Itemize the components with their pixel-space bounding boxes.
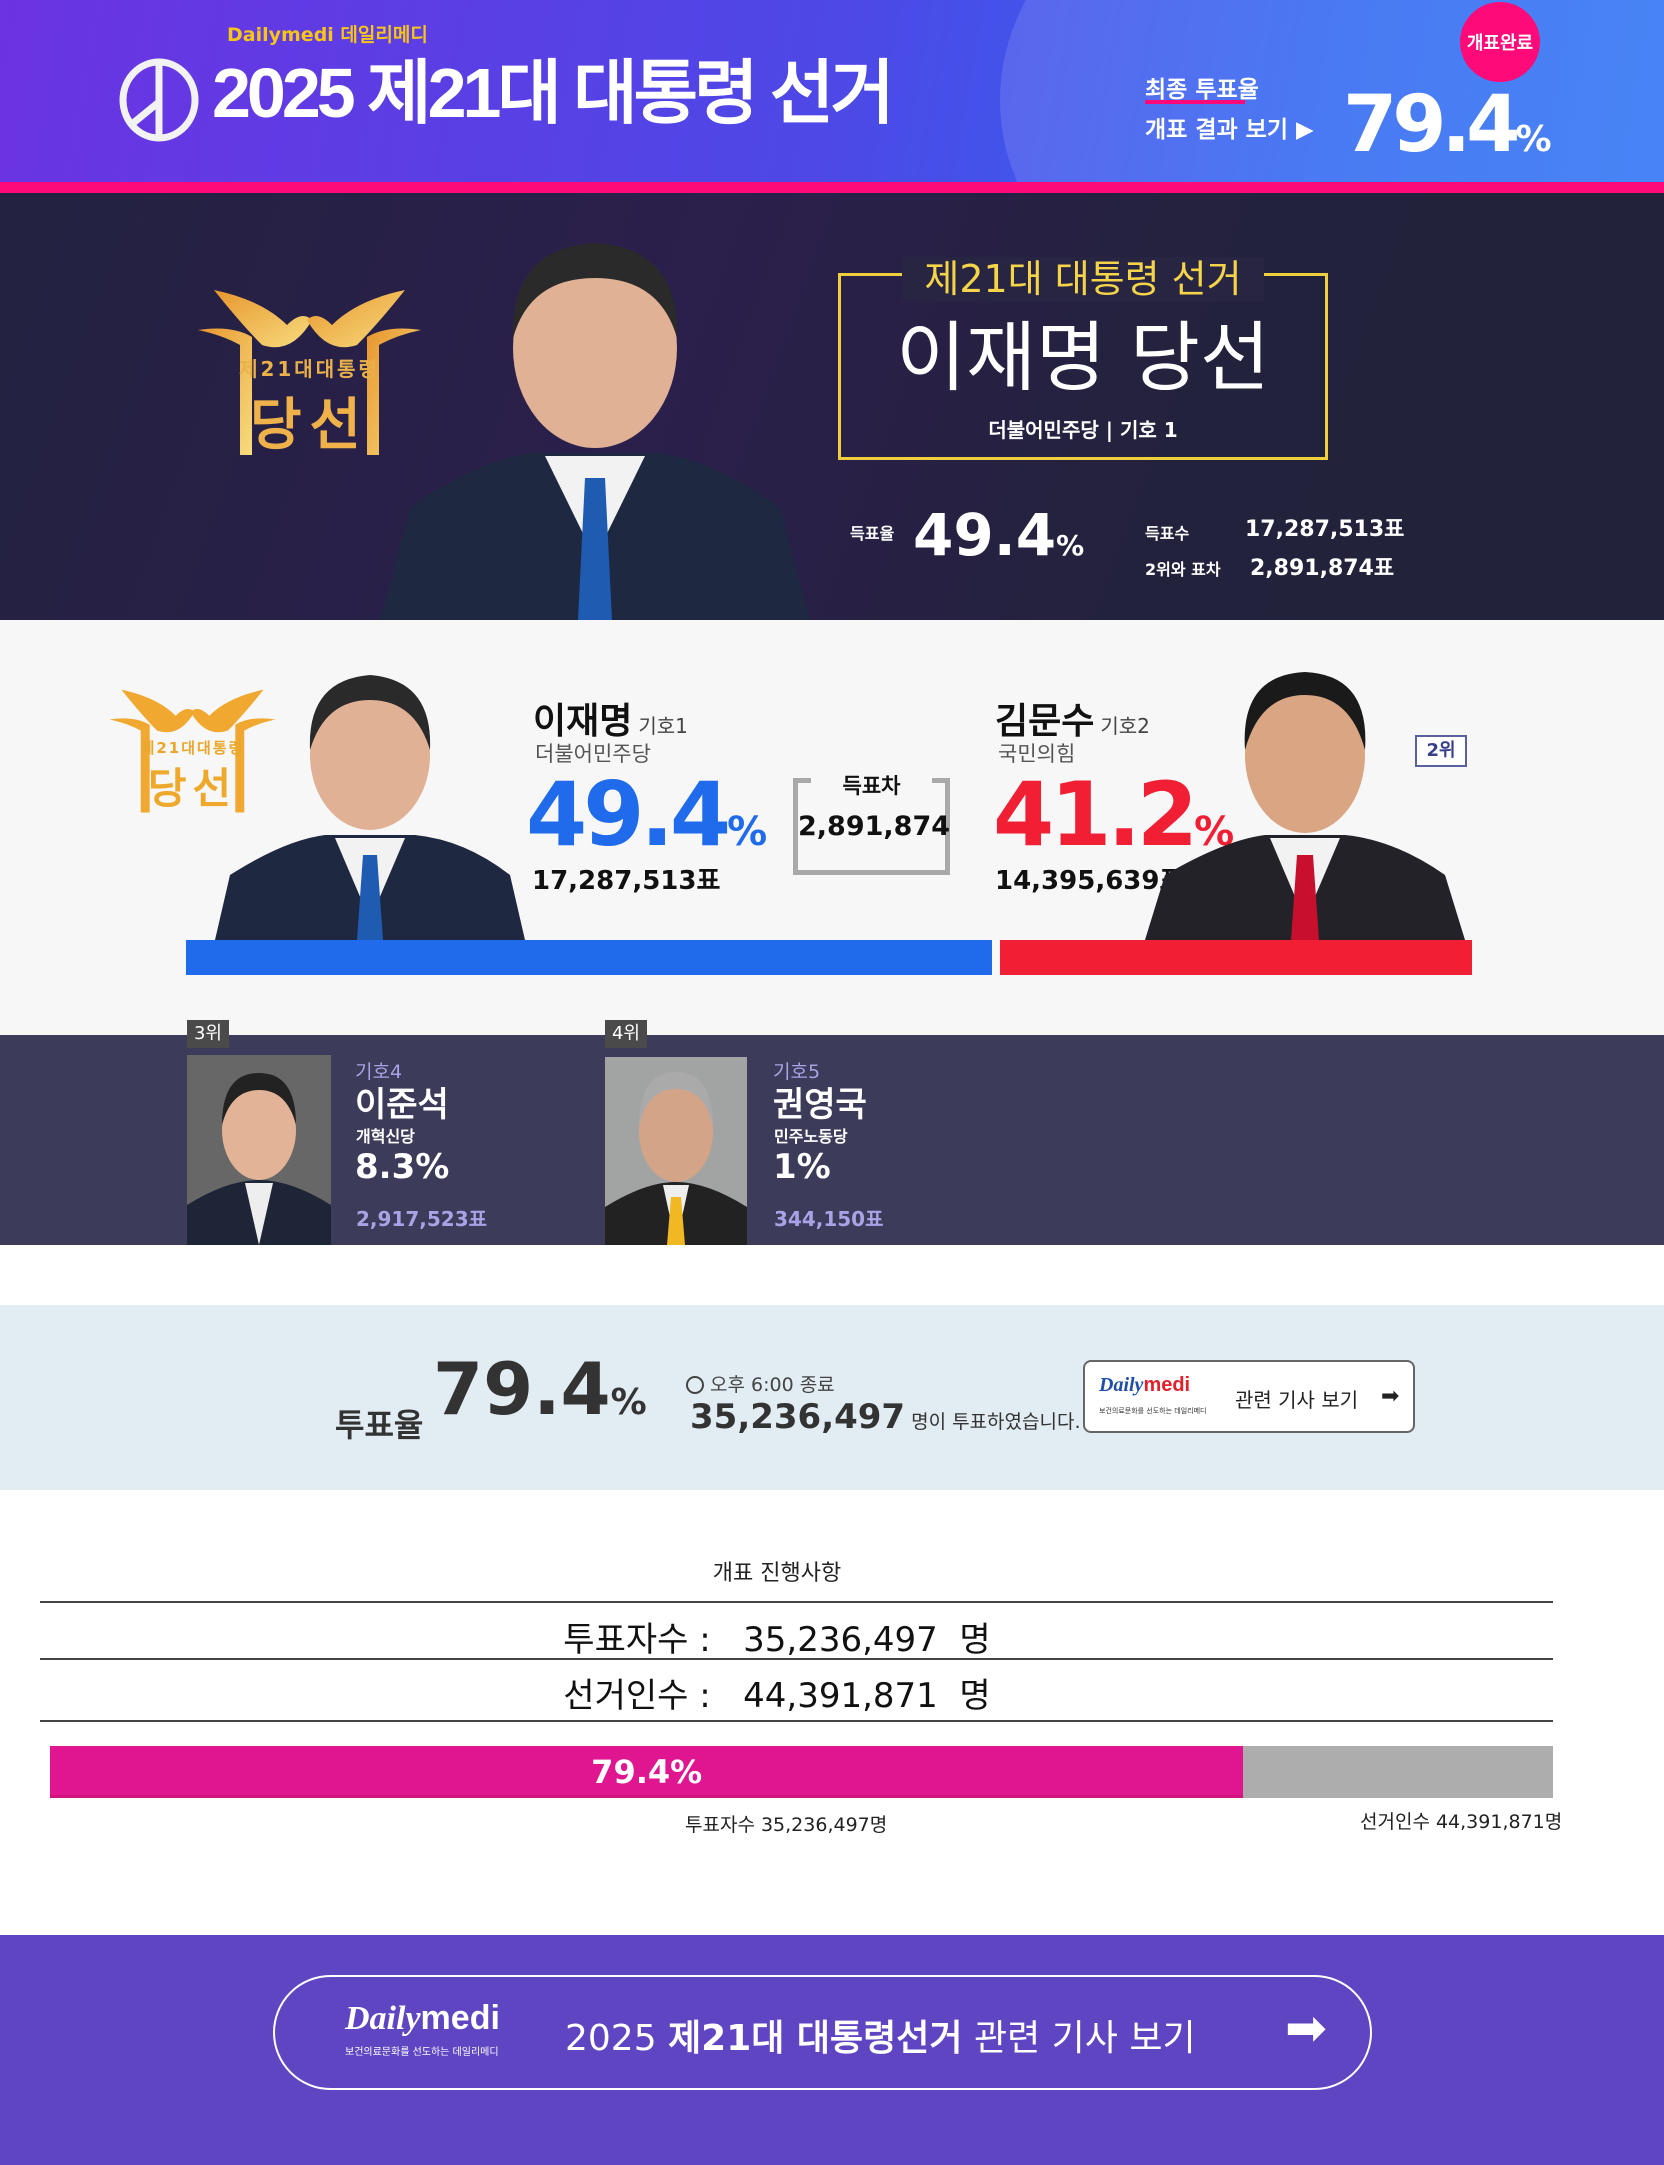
vote-stamp-icon <box>119 58 199 142</box>
candidate-1-photo <box>215 660 525 940</box>
rate-label: 득표율 <box>850 524 895 543</box>
dailymedi-logo: Dailymedi <box>1099 1374 1191 1396</box>
winner-party: 더불어민주당 | 기호 1 <box>988 418 1178 442</box>
logo-tagline: 보건의료문화를 선도하는 데일리메디 <box>345 2047 499 2058</box>
candidate-2-party: 국민의힘 <box>998 742 1076 766</box>
turnout-section: 투표율 79.4% 오후 6:00 종료 35,236,497 명이 투표하였습니… <box>0 1305 1664 1490</box>
rank-badge: 4위 <box>605 1020 647 1048</box>
winner-photo <box>380 228 810 620</box>
divider <box>40 1720 1553 1722</box>
final-turnout-value: 79.4% <box>1343 80 1552 170</box>
turnout-value: 79.4% <box>433 1347 647 1431</box>
candidate-votes: 344,150표 <box>774 1207 884 1231</box>
candidate-2-votes: 14,395,639표 <box>995 866 1184 896</box>
emblem-elected-text: 당선 <box>147 764 238 813</box>
phoenix-icon <box>198 290 421 455</box>
divider <box>40 1601 1553 1603</box>
footer: Dailymedi 보건의료문화를 선도하는 데일리메디 2025 제21대 대… <box>0 1935 1664 2165</box>
vote-difference-box: 득표차 2,891,874 <box>793 774 951 875</box>
button-label: 관련 기사 보기 <box>1235 1388 1359 1412</box>
candidate-party: 민주노동당 <box>774 1127 848 1146</box>
winner-section: 제21대대통령 당선 제21대 대통령 선거 이재명 당선 더불어민주당 | 기… <box>0 193 1664 620</box>
margin-value: 2,891,874표 <box>1250 556 1395 581</box>
electorate-footnote: 선거인수 44,391,871명 <box>1360 1811 1563 1833</box>
candidate-1-pct: 49.4% <box>526 763 768 866</box>
dailymedi-logo: Dailymedi <box>345 1999 500 2037</box>
phoenix-emblem: 제21대대통령 당선 <box>192 285 427 458</box>
emblem-elected-text: 당선 <box>249 393 370 458</box>
election-title: 제21대 대통령 선거 <box>902 257 1264 301</box>
rate-value: 49.4% <box>913 501 1085 569</box>
candidate-2-photo <box>1145 660 1465 940</box>
count-progress: 개표 진행사항 투표자수 : 35,236,497 명 선거인수 : 44,39… <box>0 1490 1664 1935</box>
candidate-2-bar <box>1000 940 1472 975</box>
voters-footnote: 투표자수 35,236,497명 <box>685 1814 888 1836</box>
rank-badge: 2위 <box>1415 735 1467 767</box>
rank-badge: 3위 <box>187 1020 229 1048</box>
clock-icon <box>686 1376 704 1394</box>
divider <box>0 182 1664 193</box>
final-turnout-label: 최종 투표율 <box>1145 77 1259 103</box>
candidate-name: 이준석 <box>355 1085 449 1125</box>
candidate-pct: 8.3% <box>355 1147 450 1187</box>
winner-headline-box: 제21대 대통령 선거 이재명 당선 더불어민주당 | 기호 1 <box>838 257 1328 460</box>
phoenix-icon <box>109 689 276 813</box>
poll-close-time: 오후 6:00 종료 <box>686 1370 835 1397</box>
top-two-comparison: 제21대대통령 당선 이재명 기호1 더불어민주당 49.4% 17,287,51… <box>0 620 1664 1035</box>
diff-value: 2,891,874 <box>798 811 951 842</box>
divider <box>40 1658 1553 1660</box>
other-candidates: 3위 기호4 이준석 개혁신당 8.3% 2,917,523표 4위 기호5 권… <box>0 1020 1664 1245</box>
winner-headline: 이재명 당선 <box>896 313 1270 402</box>
margin-label: 2위와 표차 <box>1145 560 1221 579</box>
candidate-1-votes: 17,287,513표 <box>532 866 721 896</box>
voters-row: 투표자수 : 35,236,497 명 <box>563 1620 991 1660</box>
arrow-right-icon: ➡ <box>1381 1384 1400 1409</box>
votes-label: 득표수 <box>1145 524 1190 543</box>
progress-percent: 79.4% <box>591 1753 703 1791</box>
candidate-votes: 2,917,523표 <box>356 1207 488 1231</box>
candidate-party: 개혁신당 <box>356 1127 415 1146</box>
candidate-2-name: 김문수 기호2 <box>995 701 1150 742</box>
arrow-right-icon: ➡ <box>1285 1999 1327 2057</box>
page-title: 2025 제21대 대통령 선거 <box>212 54 895 132</box>
elected-emblem: 제21대대통령 당선 <box>105 685 280 815</box>
candidate-2-pct: 41.2% <box>993 763 1235 866</box>
electorate-row: 선거인수 : 44,391,871 명 <box>563 1676 991 1716</box>
candidate-3-photo <box>187 1055 331 1245</box>
brand-logo: Dailymedi 데일리메디 <box>227 24 428 46</box>
votes-value: 17,287,513표 <box>1245 517 1405 542</box>
emblem-text: 제21대대통령 <box>239 357 380 381</box>
candidate-pct: 1% <box>773 1147 831 1187</box>
underline <box>1145 100 1245 104</box>
button-label: 2025 제21대 대통령선거 관련 기사 보기 <box>565 2018 1196 2059</box>
progress-title: 개표 진행사항 <box>712 1561 842 1586</box>
turnout-progress-bar: 79.4% <box>50 1746 1553 1798</box>
turnout-label: 투표율 <box>335 1406 424 1444</box>
candidate-name: 권영국 <box>773 1085 867 1125</box>
view-results-link[interactable]: 개표 결과 보기 ▶ <box>1145 117 1314 143</box>
candidate-4-photo <box>605 1057 747 1245</box>
emblem-text: 제21대대통령 <box>140 739 245 757</box>
candidate-number: 기호5 <box>773 1061 821 1083</box>
election-articles-button[interactable]: Dailymedi 보건의료문화를 선도하는 데일리메디 2025 제21대 대… <box>273 1975 1372 2090</box>
header-banner: Dailymedi 데일리메디 2025 제21대 대통령 선거 최종 투표율 … <box>0 0 1664 182</box>
logo-tagline: 보건의료문화를 선도하는 데일리메디 <box>1099 1407 1207 1415</box>
count-complete-badge: 개표완료 <box>1460 2 1540 82</box>
turnout-progress-fill: 79.4% <box>50 1746 1244 1798</box>
candidate-1-name: 이재명 기호1 <box>533 701 688 742</box>
candidate-number: 기호4 <box>355 1061 403 1083</box>
voter-count: 35,236,497 명이 투표하였습니다. <box>690 1397 1081 1437</box>
candidate-1-party: 더불어민주당 <box>535 742 651 766</box>
candidate-1-bar <box>186 940 992 975</box>
related-articles-button[interactable]: Dailymedi 보건의료문화를 선도하는 데일리메디 관련 기사 보기 ➡ <box>1083 1360 1415 1433</box>
diff-label: 득표차 <box>842 774 901 798</box>
